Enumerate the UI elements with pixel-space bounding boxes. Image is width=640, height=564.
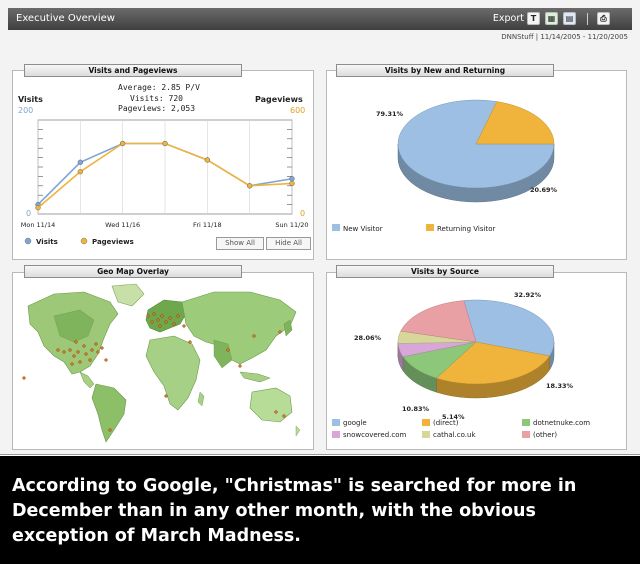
series-point-pageviews	[36, 205, 41, 210]
legend-label-new-visitor: New Visitor	[343, 225, 383, 233]
label-other-pct: 18.33%	[546, 382, 574, 390]
legend-label-dotnetnuke-com: dotnetnuke.com	[533, 419, 590, 427]
source-title: Visits by Source	[336, 265, 554, 278]
new-returning-pie: 79.31% 20.69% New Visitor Returning Visitor	[326, 80, 626, 250]
legend-label-snowcovered-com: snowcovered.com	[343, 431, 407, 439]
legend-label-cathal-co-uk: cathal.co.uk	[433, 431, 476, 439]
series-point-pageviews	[205, 158, 210, 163]
legend-label-pageviews: Pageviews	[92, 238, 134, 246]
show-all-button[interactable]: Show All	[216, 237, 264, 250]
legend-label-visits: Visits	[36, 238, 58, 246]
label-dotnetnuke-pct: 10.83%	[402, 405, 430, 413]
series-point-pageviews	[163, 141, 168, 146]
series-point-pageviews	[247, 183, 252, 188]
dashboard-window: Executive Overview Export T ▦ ▤ ⎙ DNNStu…	[0, 0, 640, 455]
label-direct-pct: 28.06%	[354, 334, 382, 342]
legend-swatch-dotnetnuke-com	[522, 419, 530, 426]
x-tick-label: Fri 11/18	[193, 221, 222, 229]
x-tick-label: Sun 11/20	[275, 221, 308, 229]
legend-swatch-snowcovered-com	[332, 431, 340, 438]
legend-label-returning-visitor: Returning Visitor	[437, 225, 495, 233]
world-map[interactable]	[14, 280, 312, 448]
caption-text: According to Google, "Christmas" is sear…	[12, 474, 630, 549]
x-tick-label: Wed 11/16	[105, 221, 140, 229]
series-point-pageviews	[78, 169, 83, 174]
legend-label--other-: (other)	[533, 431, 557, 439]
legend-swatch-new-visitor	[332, 224, 340, 231]
label-new-visitor-pct: 79.31%	[376, 110, 404, 118]
caption-bar: According to Google, "Christmas" is sear…	[0, 456, 640, 564]
new-returning-title: Visits by New and Returning	[336, 64, 554, 77]
legend-label--direct-: (direct)	[433, 419, 459, 427]
legend-label-google: google	[343, 419, 367, 427]
x-tick-label: Mon 11/14	[21, 221, 56, 229]
series-point-visits	[78, 160, 83, 165]
legend-swatch--direct-	[422, 419, 430, 426]
geo-map-title: Geo Map Overlay	[24, 265, 242, 278]
legend-swatch-returning-visitor	[426, 224, 434, 231]
legend-swatch-cathal-co-uk	[422, 431, 430, 438]
legend-swatch--other-	[522, 431, 530, 438]
series-point-pageviews	[290, 181, 295, 186]
label-google-pct: 32.92%	[514, 291, 542, 299]
series-point-pageviews	[120, 141, 125, 146]
legend-marker-visits	[25, 238, 31, 244]
hide-all-button[interactable]: Hide All	[266, 237, 311, 250]
legend-marker-pageviews	[81, 238, 87, 244]
label-returning-pct: 20.69%	[530, 186, 558, 194]
source-pie: 32.92%28.06%10.83%5.14%18.33%google (dire…	[326, 280, 626, 448]
legend-swatch-google	[332, 419, 340, 426]
series-point-visits	[290, 176, 295, 181]
